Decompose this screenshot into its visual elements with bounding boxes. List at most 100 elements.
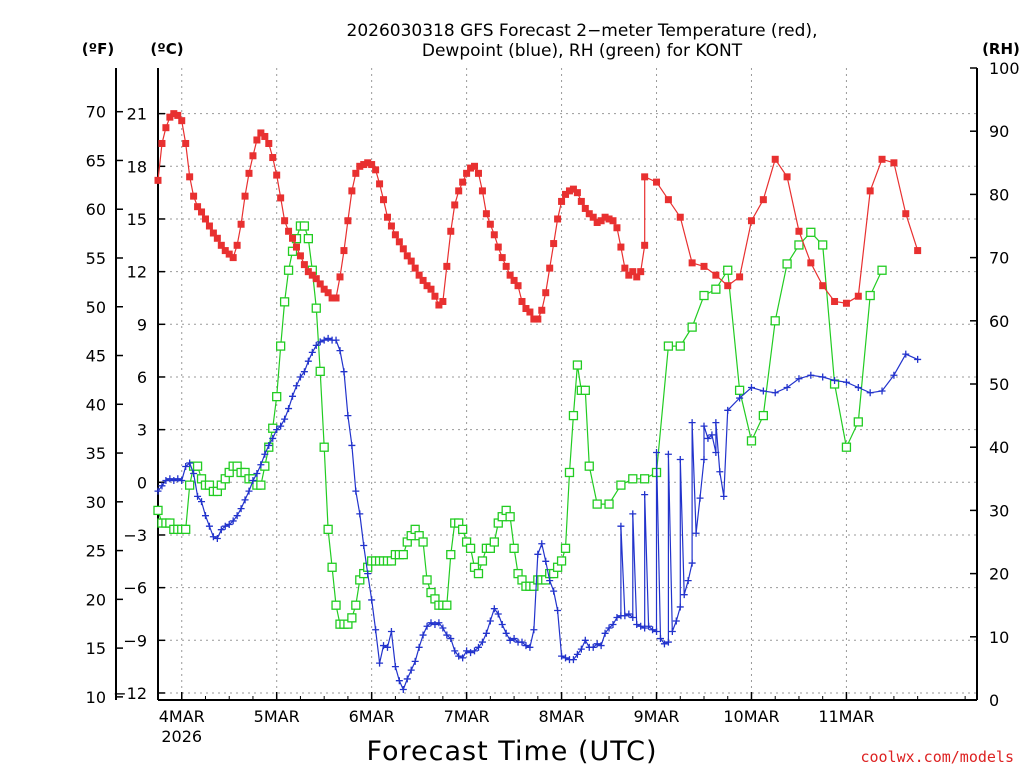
temperature-point bbox=[581, 204, 589, 212]
dewpoint-point bbox=[198, 498, 206, 506]
dewpoint-point bbox=[257, 461, 265, 469]
temperature-point bbox=[439, 297, 447, 305]
temperature-point bbox=[664, 196, 672, 204]
dewpoint-point bbox=[166, 475, 174, 483]
temperature-point bbox=[399, 245, 407, 253]
rh-point bbox=[489, 537, 499, 547]
temperature-point bbox=[759, 196, 767, 204]
temperature-point bbox=[443, 262, 451, 270]
dewpoint-point bbox=[447, 635, 455, 643]
dewpoint-point bbox=[538, 540, 546, 548]
temperature-point bbox=[423, 282, 431, 290]
temperature-point bbox=[198, 208, 206, 216]
temperature-point bbox=[585, 210, 593, 218]
dewpoint-point bbox=[510, 635, 518, 643]
celsius-tick-label: −3 bbox=[123, 526, 147, 545]
rh-point bbox=[699, 290, 709, 301]
temperature-point bbox=[688, 259, 696, 267]
temperature-point bbox=[162, 124, 170, 132]
dewpoint-point bbox=[506, 636, 514, 644]
rh-tick-label: 100 bbox=[989, 59, 1020, 78]
temperature-point bbox=[221, 247, 229, 255]
rh-point bbox=[272, 391, 282, 402]
rh-point bbox=[319, 442, 329, 452]
temperature-point bbox=[383, 213, 391, 221]
temperature-point bbox=[190, 192, 198, 200]
temperature-point bbox=[360, 161, 368, 169]
temperature-point bbox=[490, 231, 498, 239]
dewpoint-point bbox=[736, 394, 744, 402]
dewpoint-point bbox=[213, 534, 221, 542]
rh-point bbox=[806, 227, 816, 237]
temperature-point bbox=[625, 271, 633, 279]
dewpoint-point bbox=[265, 441, 273, 449]
dewpoint-point bbox=[340, 368, 348, 376]
dewpoint-point bbox=[696, 494, 704, 502]
rh-point bbox=[560, 543, 571, 553]
temperature-point bbox=[332, 294, 340, 302]
dewpoint-point bbox=[708, 431, 716, 439]
dewpoint-point bbox=[292, 382, 300, 390]
dewpoint-point bbox=[380, 642, 388, 650]
temperature-point bbox=[300, 261, 308, 269]
rh-point bbox=[853, 417, 863, 427]
dewpoint-point bbox=[245, 487, 253, 495]
temperature-point bbox=[522, 305, 530, 313]
dewpoint-point bbox=[332, 336, 340, 344]
dewpoint-point bbox=[684, 577, 692, 585]
rh-point bbox=[568, 410, 579, 421]
temperature-point bbox=[249, 152, 257, 160]
time-tick-label: 10MAR bbox=[723, 707, 779, 726]
dewpoint-point bbox=[209, 533, 217, 541]
temperature-point bbox=[289, 234, 297, 242]
temperature-point bbox=[593, 218, 601, 226]
fahrenheit-tick-label: 40 bbox=[86, 395, 106, 414]
dewpoint-point bbox=[273, 426, 281, 434]
temperature-point bbox=[352, 169, 360, 177]
rh-point bbox=[782, 259, 792, 269]
dewpoint-point bbox=[344, 412, 352, 420]
rh-point bbox=[723, 265, 733, 275]
celsius-tick-label: −12 bbox=[113, 684, 147, 703]
temperature-point bbox=[376, 180, 384, 188]
dewpoint-point bbox=[759, 387, 767, 395]
temperature-point bbox=[459, 178, 467, 186]
rh-tick-label: 60 bbox=[989, 312, 1009, 331]
dewpoint-point bbox=[316, 338, 324, 346]
dewpoint-point bbox=[312, 341, 320, 349]
rh-tick-label: 40 bbox=[989, 438, 1009, 457]
dewpoint-point bbox=[641, 624, 649, 632]
rh-point bbox=[315, 366, 325, 377]
temperature-point bbox=[158, 139, 166, 147]
dewpoint-point bbox=[700, 455, 708, 463]
temperature-point bbox=[605, 215, 613, 223]
dewpoint-point bbox=[692, 529, 700, 537]
celsius-tick-label: 0 bbox=[137, 473, 147, 492]
rh-point bbox=[327, 562, 337, 572]
dewpoint-point bbox=[253, 470, 261, 478]
dewpoint-point bbox=[383, 643, 391, 651]
rh-point bbox=[351, 600, 361, 610]
dewpoint-point bbox=[205, 522, 213, 530]
rh-point bbox=[572, 360, 583, 370]
dewpoint-point bbox=[712, 448, 720, 456]
time-tick-label: 8MAR bbox=[539, 707, 585, 726]
dewpoint-point bbox=[494, 610, 502, 618]
rh-point bbox=[398, 549, 408, 560]
dewpoint-point bbox=[589, 643, 597, 651]
dewpoint-point bbox=[431, 621, 439, 629]
temperature-point bbox=[395, 238, 403, 246]
temperature-point bbox=[304, 268, 312, 276]
rh-point bbox=[442, 600, 452, 610]
rh-point bbox=[256, 480, 266, 490]
dewpoint-point bbox=[522, 642, 530, 650]
dewpoint-point bbox=[482, 629, 490, 637]
dewpoint-point bbox=[490, 605, 498, 613]
rh-point bbox=[505, 512, 515, 522]
temperature-point bbox=[771, 155, 779, 163]
temperature-point bbox=[506, 271, 514, 279]
rh-point bbox=[877, 265, 887, 275]
temperature-point bbox=[502, 262, 510, 270]
temperature-point bbox=[170, 110, 178, 118]
dewpoint-point bbox=[300, 368, 308, 376]
